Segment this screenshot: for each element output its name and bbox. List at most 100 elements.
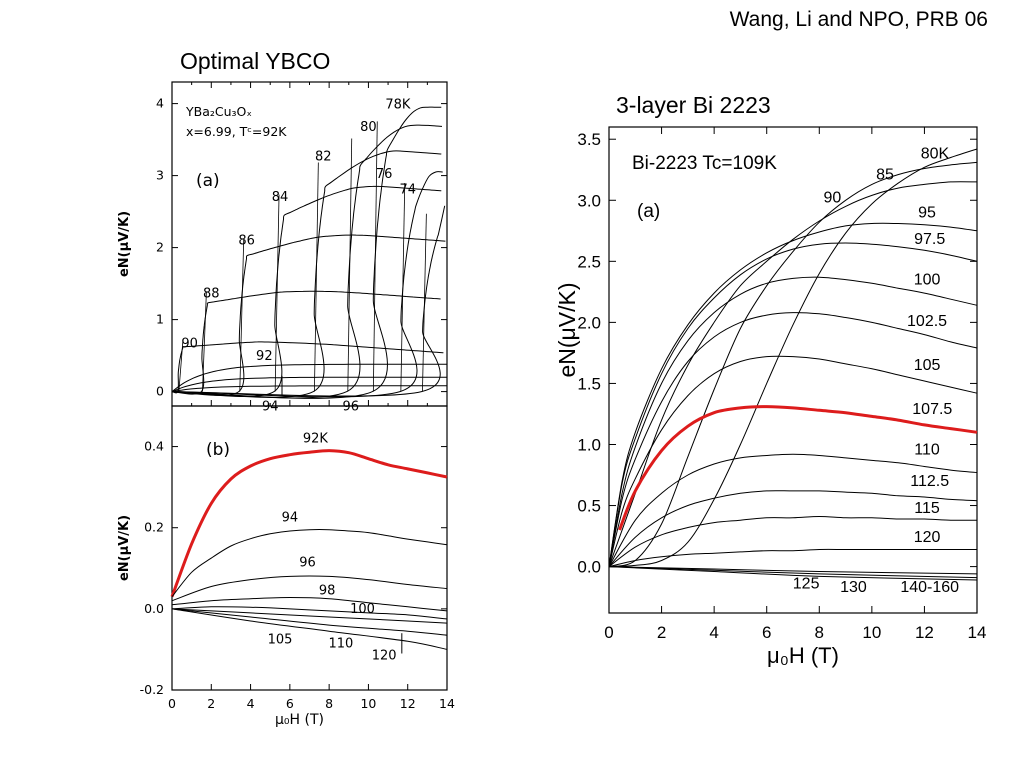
curve-94 (171, 529, 448, 598)
x-tick-label: 4 (709, 623, 718, 642)
y-tick-label: 4 (156, 96, 164, 111)
curve-label: 90 (824, 190, 842, 207)
curve-115 (608, 515, 978, 567)
ybco-panel-a: 0 1 2 3 4 YBa₂Cu₃Oₓ x=6.99, Tᶜ=92K (a) 78K 80 82 76… (117, 81, 448, 414)
curve-label: 86 (238, 234, 255, 249)
curve-label: 130 (840, 579, 867, 596)
y-tick-label: 1.5 (577, 374, 601, 393)
plot-frame (171, 405, 448, 691)
curve-105 (608, 355, 978, 567)
curve-96 (171, 575, 448, 602)
x-tick-label: 6 (286, 696, 294, 711)
curve-label: 82 (315, 149, 332, 164)
curve-85 (608, 161, 978, 568)
curve-label: 105 (268, 632, 293, 647)
y-tick-label: 0.5 (577, 497, 601, 516)
curve-92K-data (171, 450, 448, 597)
y-tick-label: 3 (156, 168, 164, 183)
curve-120 (608, 548, 977, 568)
material-label: Bi-2223 Tc=109K (632, 153, 777, 174)
curve-125 (608, 566, 978, 575)
curve-rise-76 (400, 182, 406, 392)
x-tick-label: 0 (604, 623, 613, 642)
curve-label: 92K (303, 432, 329, 447)
curve-label: 112.5 (910, 473, 949, 490)
curve-label: 110 (914, 441, 940, 458)
curve-label: 80 (360, 120, 377, 135)
curve-label: 96 (299, 555, 316, 570)
y-axis-label: eN(μV/K) (554, 282, 580, 377)
curve-110 (171, 608, 448, 636)
citation: Wang, Li and NPO, PRB 06 (729, 8, 988, 31)
curve-label: 100 (914, 272, 941, 289)
x-tick-label: 8 (815, 623, 824, 642)
curve-112.5 (608, 490, 978, 567)
x-tick-label: 0 (168, 696, 176, 711)
x-tick-label: 14 (439, 696, 455, 711)
curve-130 (608, 566, 978, 579)
curve-label: 76 (376, 167, 393, 182)
curve-label: 94 (282, 511, 299, 526)
x-tick-label: 2 (657, 623, 666, 642)
curve-rise-78K (372, 121, 378, 392)
curve-97.5 (608, 242, 978, 567)
curve-label: 98 (319, 584, 336, 599)
curve-label: 97.5 (914, 231, 945, 248)
curve-label: 140-160 (900, 579, 959, 596)
curve-label: 90 (181, 337, 198, 352)
curve-rise-74 (422, 213, 427, 392)
curve-76 (171, 171, 443, 398)
y-tick-label: 3.0 (577, 191, 601, 210)
panel-label-b: (b) (206, 440, 230, 460)
y-tick-label: 0.2 (144, 520, 164, 535)
curve-rise-80 (347, 138, 353, 392)
curve-rise-82 (314, 162, 319, 392)
curve-rise-90 (178, 341, 184, 392)
curve-120 (171, 608, 448, 650)
x-tick-label: 8 (325, 696, 333, 711)
x-axis-label: μ₀H (T) (275, 712, 324, 728)
curve-label: 102.5 (907, 313, 947, 330)
curve-label: 125 (793, 576, 820, 593)
x-tick-label: 10 (360, 696, 376, 711)
curve-label: 95 (918, 204, 936, 221)
x-tick-label: 10 (862, 623, 881, 642)
doping-label: x=6.99, Tᶜ=92K (186, 124, 287, 139)
curve-label: 88 (203, 286, 220, 301)
y-tick-label: 1.0 (577, 435, 601, 454)
curve-label: 96 (342, 399, 359, 414)
x-tick-label: 4 (247, 696, 255, 711)
y-tick-label: -0.2 (140, 682, 164, 697)
curve-95 (608, 222, 978, 567)
curve-92K (170, 449, 448, 598)
curve-rise-86 (239, 239, 245, 392)
x-tick-label: 2 (207, 696, 215, 711)
y-axis-label: eN(μV/K) (117, 515, 132, 581)
curve-label: 85 (876, 167, 894, 184)
x-axis-label: μ₀H (T) (767, 643, 839, 668)
curve-label: 78K (385, 98, 411, 113)
curve-140-160 (608, 566, 978, 581)
curve-90 (171, 341, 444, 394)
y-tick-label: 1 (156, 312, 164, 327)
y-tick-label: 2.0 (577, 313, 601, 332)
curve-label: 100 (350, 602, 375, 617)
curve-label: 120 (914, 529, 941, 546)
composition-label: YBa₂Cu₃Oₓ (185, 104, 252, 119)
curve-label: 120 (372, 649, 397, 664)
curve-label: 80K (921, 146, 950, 163)
plot-frame (608, 126, 978, 614)
left-chart-title: Optimal YBCO (180, 48, 331, 74)
curve-102.5 (608, 312, 978, 567)
bi2223-panel: 0 2 4 6 8 10 12 14 0.0 0.5 1.0 1.5 2.0 2.5 3.0 3.5 Bi-22… (554, 126, 986, 668)
curve-90 (608, 181, 978, 567)
curve-label: 105 (914, 357, 941, 374)
curve-88 (171, 290, 441, 395)
x-tick-label: 12 (915, 623, 934, 642)
curve-label: 74 (399, 183, 416, 198)
curve-label: 92 (256, 349, 273, 364)
curve-rise-84 (274, 194, 280, 392)
y-tick-label: 0.4 (144, 439, 164, 454)
